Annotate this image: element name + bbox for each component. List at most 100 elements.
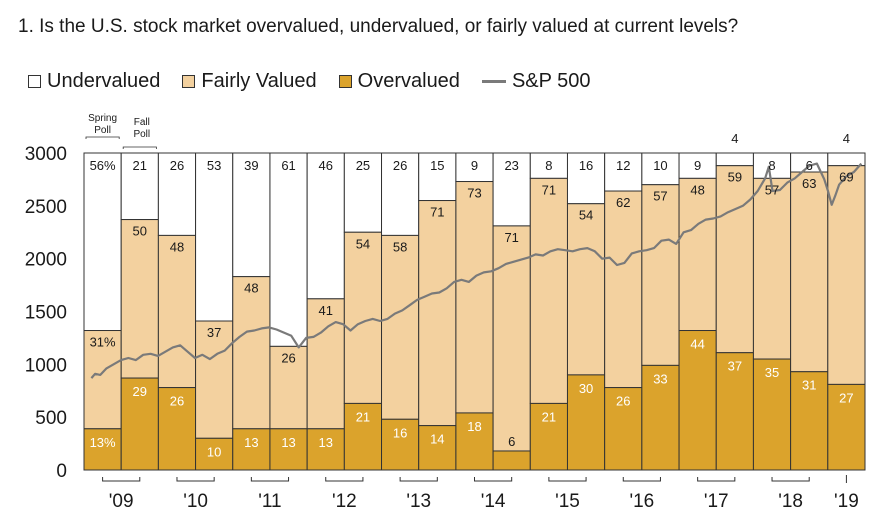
bar-fairly-valued <box>269 345 308 430</box>
sp500-line <box>90 162 863 379</box>
year-bracket <box>102 477 141 482</box>
label-fairly-valued: 26 <box>281 350 295 365</box>
bar-undervalued <box>529 152 568 179</box>
label-fairly-valued: 48 <box>690 182 704 197</box>
bar-undervalued <box>678 152 717 179</box>
legend-label-sp500: S&P 500 <box>511 70 591 92</box>
label-undervalued: 53 <box>207 158 221 173</box>
y-tick-label: 1000 <box>25 355 67 376</box>
label-undervalued: 10 <box>653 158 667 173</box>
sp500-line-group <box>90 162 863 379</box>
fall-poll-label: Poll <box>133 129 150 140</box>
bar-undervalued <box>604 152 643 192</box>
label-overvalued: 26 <box>616 394 630 409</box>
label-fairly-valued: 54 <box>356 236 370 251</box>
bar-overvalued <box>269 428 308 471</box>
bar-undervalued <box>752 152 792 179</box>
label-undervalued: 8 <box>768 158 775 173</box>
bar-fairly-valued <box>455 181 494 414</box>
label-undervalued: 9 <box>471 158 478 173</box>
bar-fairly-valued <box>715 165 754 354</box>
label-overvalued: 13 <box>319 435 333 450</box>
label-fairly-valued: 58 <box>393 239 407 254</box>
label-undervalued: 12 <box>616 158 630 173</box>
fall-poll-label: Fall <box>134 117 150 128</box>
label-fairly-valued: 63 <box>802 176 816 191</box>
label-fairly-valued: 73 <box>467 186 481 201</box>
label-overvalued: 26 <box>170 394 184 409</box>
y-tick-label: 2000 <box>25 250 67 271</box>
label-undervalued: 25 <box>356 158 370 173</box>
label-fairly-valued: 48 <box>244 281 258 296</box>
legend-overvalued: Overvalued <box>338 70 460 93</box>
bar-fairly-valued <box>827 165 866 385</box>
label-overvalued: 21 <box>356 409 370 424</box>
year-bracket <box>176 477 215 482</box>
legend-swatch-undervalued <box>28 75 41 88</box>
year-label: '18 <box>778 491 803 512</box>
label-fairly-valued: 71 <box>542 182 556 197</box>
bar-overvalued <box>715 352 754 471</box>
legend-undervalued: Undervalued <box>28 70 160 93</box>
legend-sp500: S&P 500 <box>481 70 591 93</box>
bar-overvalued <box>232 428 271 471</box>
label-fairly-valued: 31% <box>90 335 116 350</box>
year-label: '19 <box>834 491 859 512</box>
label-overvalued: 18 <box>467 419 481 434</box>
label-fairly-valued: 57 <box>765 182 779 197</box>
label-overvalued: 31 <box>802 378 816 393</box>
label-overvalued: 6 <box>508 434 515 449</box>
bar-overvalued <box>604 387 643 471</box>
year-bracket <box>250 477 290 482</box>
fall-poll-bracket <box>122 146 157 149</box>
label-undervalued: 4 <box>731 131 738 146</box>
label-overvalued: 14 <box>430 432 444 447</box>
label-undervalued: 56% <box>90 158 116 173</box>
bar-undervalued <box>232 152 271 278</box>
label-undervalued: 6 <box>806 158 813 173</box>
year-bracket <box>622 477 661 482</box>
label-fairly-valued: 50 <box>133 224 147 239</box>
bar-undervalued <box>381 152 420 236</box>
label-overvalued: 33 <box>653 371 667 386</box>
bar-fairly-valued <box>343 231 383 404</box>
y-tick-label: 500 <box>35 408 67 429</box>
legend-label-fairly-valued: Fairly Valued <box>201 70 317 92</box>
year-bracket <box>697 477 736 482</box>
year-label: '17 <box>704 491 729 512</box>
label-undervalued: 9 <box>694 158 701 173</box>
bar-fairly-valued <box>195 320 234 439</box>
bar-fairly-valued <box>752 177 792 360</box>
legend-label-undervalued: Undervalued <box>47 70 161 92</box>
year-label: '13 <box>406 491 431 512</box>
label-overvalued: 13 <box>244 435 258 450</box>
year-label: '16 <box>629 491 654 512</box>
spring-poll-label: Spring <box>88 113 117 124</box>
year-label: '15 <box>555 491 580 512</box>
legend-swatch-fairly-valued <box>182 75 196 88</box>
label-fairly-valued: 71 <box>430 205 444 220</box>
y-tick-label: 2500 <box>25 197 67 218</box>
label-fairly-valued: 62 <box>616 195 630 210</box>
chart-legend: Undervalued Fairly Valued Overvalued S&P… <box>28 70 613 93</box>
label-undervalued: 46 <box>319 158 333 173</box>
value-labels: 13%31%56%2950212648261037531348391326611… <box>90 131 854 459</box>
label-undervalued: 16 <box>579 158 593 173</box>
bar-fairly-valued <box>418 200 457 427</box>
label-undervalued: 8 <box>545 158 552 173</box>
bar-overvalued <box>418 425 457 471</box>
bar-fairly-valued <box>641 184 680 366</box>
label-fairly-valued: 57 <box>653 189 667 204</box>
bar-overvalued <box>790 371 829 471</box>
bar-fairly-valued <box>381 234 420 420</box>
label-overvalued: 29 <box>133 384 147 399</box>
bar-fairly-valued <box>157 234 197 389</box>
bar-undervalued <box>306 152 345 300</box>
label-undervalued: 4 <box>843 131 850 146</box>
bar-undervalued <box>641 152 680 186</box>
label-undervalued: 23 <box>504 158 518 173</box>
bar-overvalued <box>827 383 866 471</box>
legend-swatch-overvalued <box>338 75 352 88</box>
bars <box>83 152 866 471</box>
